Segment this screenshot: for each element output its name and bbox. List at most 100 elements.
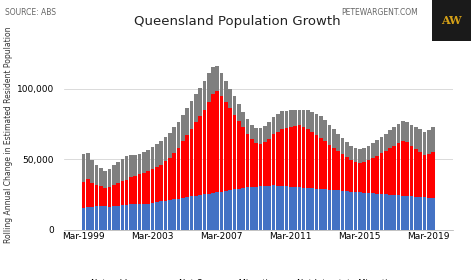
Bar: [146, 204, 150, 230]
Bar: [228, 190, 232, 230]
Bar: [194, 94, 198, 122]
Bar: [371, 158, 374, 193]
Bar: [250, 187, 254, 230]
Text: Queensland Population Growth: Queensland Population Growth: [134, 15, 340, 28]
Bar: [220, 73, 223, 95]
Bar: [298, 125, 301, 187]
Bar: [241, 112, 245, 127]
Bar: [255, 143, 258, 186]
Bar: [185, 197, 189, 230]
Bar: [138, 174, 141, 204]
Bar: [103, 206, 107, 230]
Bar: [315, 135, 319, 189]
Bar: [250, 125, 254, 139]
Bar: [328, 190, 331, 230]
Bar: [289, 186, 292, 230]
Bar: [263, 186, 267, 230]
Bar: [259, 128, 262, 144]
Bar: [272, 134, 275, 185]
Bar: [375, 140, 379, 156]
Bar: [125, 179, 128, 205]
Bar: [366, 193, 370, 230]
Bar: [431, 152, 435, 198]
Bar: [427, 154, 431, 198]
Bar: [112, 206, 116, 230]
Bar: [120, 159, 124, 181]
Bar: [392, 195, 396, 230]
Bar: [380, 153, 383, 194]
Bar: [388, 195, 392, 230]
Bar: [159, 165, 163, 201]
Bar: [272, 117, 275, 134]
Bar: [315, 114, 319, 135]
Bar: [142, 173, 146, 204]
Bar: [211, 67, 215, 94]
Bar: [323, 189, 327, 230]
Bar: [255, 128, 258, 143]
Bar: [267, 122, 271, 139]
Bar: [194, 122, 198, 196]
Bar: [332, 190, 336, 230]
Bar: [185, 135, 189, 197]
Bar: [401, 141, 405, 196]
Bar: [246, 119, 249, 134]
Bar: [362, 148, 366, 162]
Bar: [293, 187, 297, 230]
Bar: [86, 153, 90, 179]
Bar: [302, 110, 306, 127]
Bar: [198, 116, 202, 195]
Bar: [241, 188, 245, 230]
Bar: [151, 169, 155, 203]
Bar: [202, 81, 206, 110]
Bar: [95, 206, 98, 230]
Bar: [276, 186, 280, 230]
Bar: [345, 157, 349, 191]
Bar: [405, 143, 409, 196]
Bar: [120, 181, 124, 205]
Bar: [173, 199, 176, 230]
Bar: [306, 188, 310, 230]
Bar: [384, 134, 388, 151]
Bar: [371, 143, 374, 158]
Bar: [345, 142, 349, 157]
Bar: [86, 207, 90, 230]
Bar: [159, 141, 163, 165]
Bar: [181, 115, 184, 141]
Bar: [155, 144, 159, 167]
Bar: [431, 127, 435, 152]
Bar: [190, 197, 193, 230]
Bar: [310, 132, 314, 188]
Bar: [397, 143, 401, 195]
Bar: [388, 130, 392, 148]
Text: AW: AW: [441, 15, 462, 26]
Bar: [293, 126, 297, 187]
Bar: [272, 185, 275, 230]
Bar: [138, 154, 141, 174]
Bar: [228, 88, 232, 108]
Bar: [224, 81, 228, 102]
Bar: [129, 204, 133, 230]
Bar: [354, 162, 357, 192]
Bar: [401, 121, 405, 141]
Bar: [190, 101, 193, 129]
Bar: [233, 189, 237, 230]
Bar: [177, 199, 180, 230]
Bar: [375, 156, 379, 194]
Bar: [405, 196, 409, 230]
Bar: [263, 126, 267, 142]
Bar: [328, 125, 331, 145]
Bar: [155, 167, 159, 202]
Bar: [354, 192, 357, 230]
Bar: [146, 150, 150, 171]
Bar: [267, 186, 271, 230]
Bar: [362, 162, 366, 193]
Bar: [151, 147, 155, 169]
Bar: [380, 137, 383, 153]
Bar: [164, 161, 167, 201]
Bar: [397, 195, 401, 230]
Bar: [337, 190, 340, 230]
Bar: [419, 129, 422, 152]
Text: PETEWARGENT.COM: PETEWARGENT.COM: [341, 8, 418, 17]
Bar: [267, 139, 271, 186]
Bar: [392, 146, 396, 195]
